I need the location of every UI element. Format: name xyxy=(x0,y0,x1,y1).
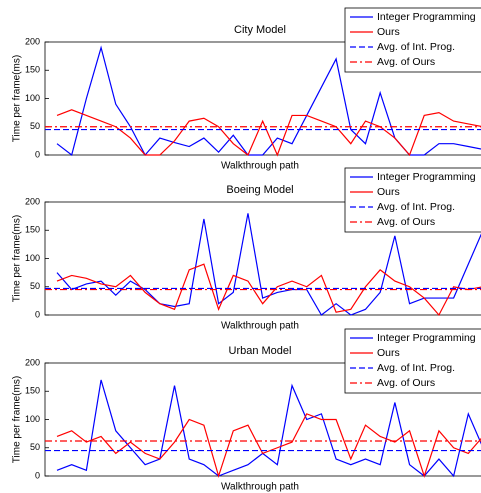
x-axis-label: Walkthrough path xyxy=(221,482,299,493)
y-tick-label: 100 xyxy=(25,253,40,263)
legend-label: Avg. of Ours xyxy=(377,377,435,389)
chart-title: City Model xyxy=(234,24,286,36)
legend-label: Avg. of Int. Prog. xyxy=(377,362,455,374)
x-axis-label: Walkthrough path xyxy=(221,161,299,172)
legend-label: Integer Programming xyxy=(377,11,476,23)
chart-title: Urban Model xyxy=(229,345,292,357)
legend-label: Avg. of Ours xyxy=(377,216,435,228)
legend-label: Integer Programming xyxy=(377,171,476,183)
y-tick-label: 0 xyxy=(35,470,40,480)
data-line xyxy=(56,263,481,317)
legend-label: Avg. of Int. Prog. xyxy=(377,41,455,53)
chart-title: Boeing Model xyxy=(226,184,293,196)
y-axis-label: Time per frame(ms) xyxy=(12,215,23,302)
data-line xyxy=(56,109,481,157)
legend-label: Ours xyxy=(377,26,400,38)
y-tick-label: 100 xyxy=(25,414,40,424)
legend xyxy=(344,7,481,73)
y-axis-label: Time per frame(ms) xyxy=(12,55,23,142)
y-tick-label: 50 xyxy=(30,281,40,291)
y-tick-label: 200 xyxy=(25,36,40,46)
legend-label: Avg. of Ours xyxy=(377,56,435,68)
y-tick-label: 100 xyxy=(25,93,40,103)
legend-label: Integer Programming xyxy=(377,332,476,344)
y-tick-label: 200 xyxy=(25,357,40,367)
y-tick-label: 50 xyxy=(30,442,40,452)
y-tick-label: 150 xyxy=(25,225,40,235)
y-tick-label: 0 xyxy=(35,149,40,159)
legend xyxy=(344,328,481,394)
legend-label: Avg. of Int. Prog. xyxy=(377,201,455,213)
y-axis-label: Time per frame(ms) xyxy=(12,376,23,463)
legend-label: Ours xyxy=(377,186,400,198)
y-tick-label: 50 xyxy=(30,121,40,131)
legend xyxy=(344,167,481,233)
data-line xyxy=(56,379,481,478)
y-tick-label: 150 xyxy=(25,386,40,396)
x-axis-label: Walkthrough path xyxy=(221,321,299,332)
legend-label: Ours xyxy=(377,347,400,359)
y-tick-label: 150 xyxy=(25,65,40,75)
y-tick-label: 200 xyxy=(25,196,40,206)
data-line xyxy=(56,45,481,157)
y-tick-label: 0 xyxy=(35,309,40,319)
